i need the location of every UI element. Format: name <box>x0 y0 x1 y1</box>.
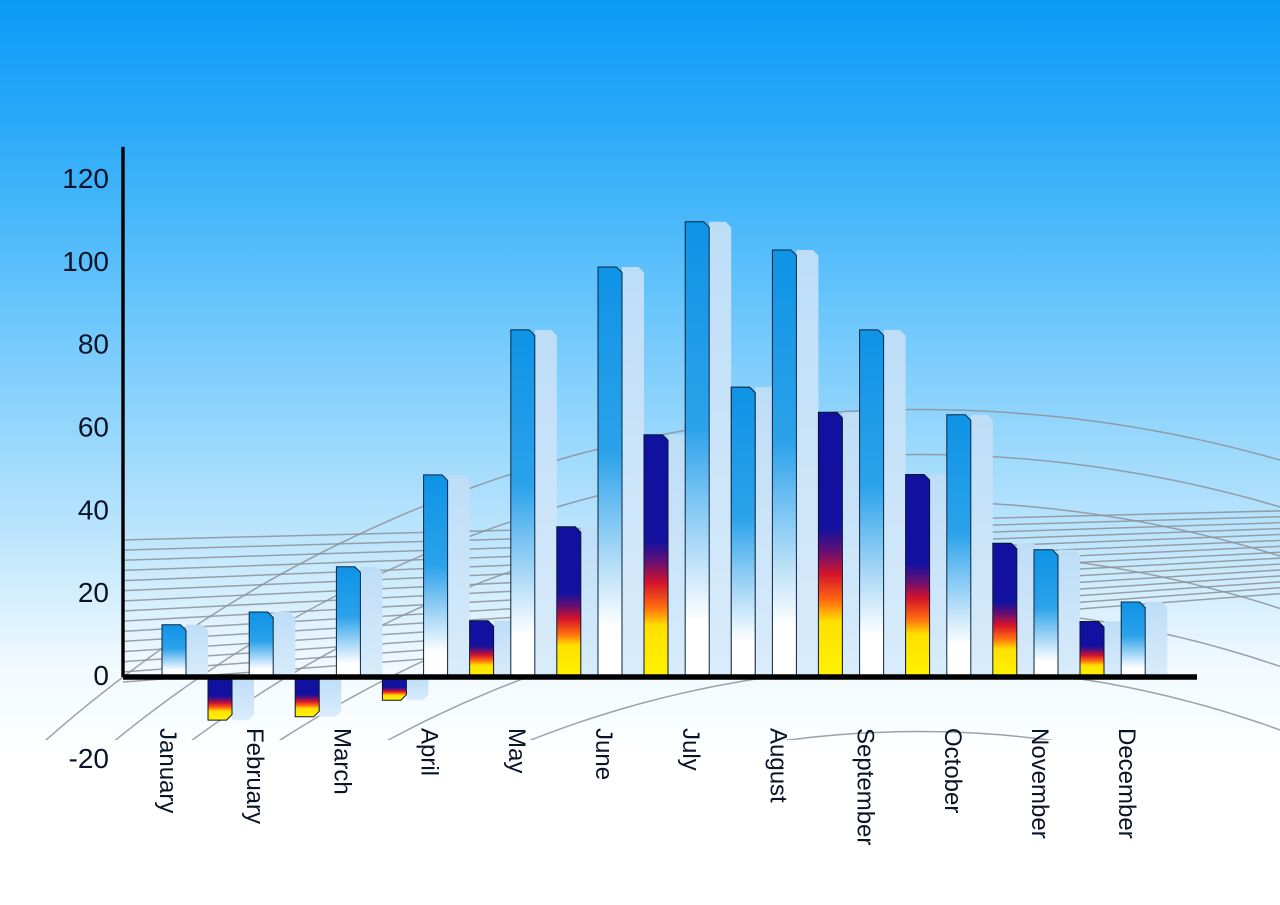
svg-text:December: December <box>1113 728 1140 839</box>
svg-text:100: 100 <box>62 246 109 277</box>
svg-text:40: 40 <box>78 494 109 525</box>
svg-text:-20: -20 <box>69 743 109 774</box>
svg-text:September: September <box>852 728 879 845</box>
svg-text:120: 120 <box>62 163 109 194</box>
svg-text:April: April <box>416 728 443 776</box>
svg-text:February: February <box>241 728 268 824</box>
svg-text:0: 0 <box>93 660 109 691</box>
svg-text:July: July <box>677 728 704 771</box>
svg-text:October: October <box>939 728 966 813</box>
svg-text:20: 20 <box>78 577 109 608</box>
svg-text:June: June <box>590 728 617 780</box>
svg-text:March: March <box>328 728 355 795</box>
svg-text:November: November <box>1026 728 1053 839</box>
svg-text:August: August <box>764 728 791 803</box>
svg-text:January: January <box>154 728 181 813</box>
svg-text:May: May <box>503 728 530 773</box>
svg-text:80: 80 <box>78 329 109 360</box>
svg-text:60: 60 <box>78 412 109 443</box>
